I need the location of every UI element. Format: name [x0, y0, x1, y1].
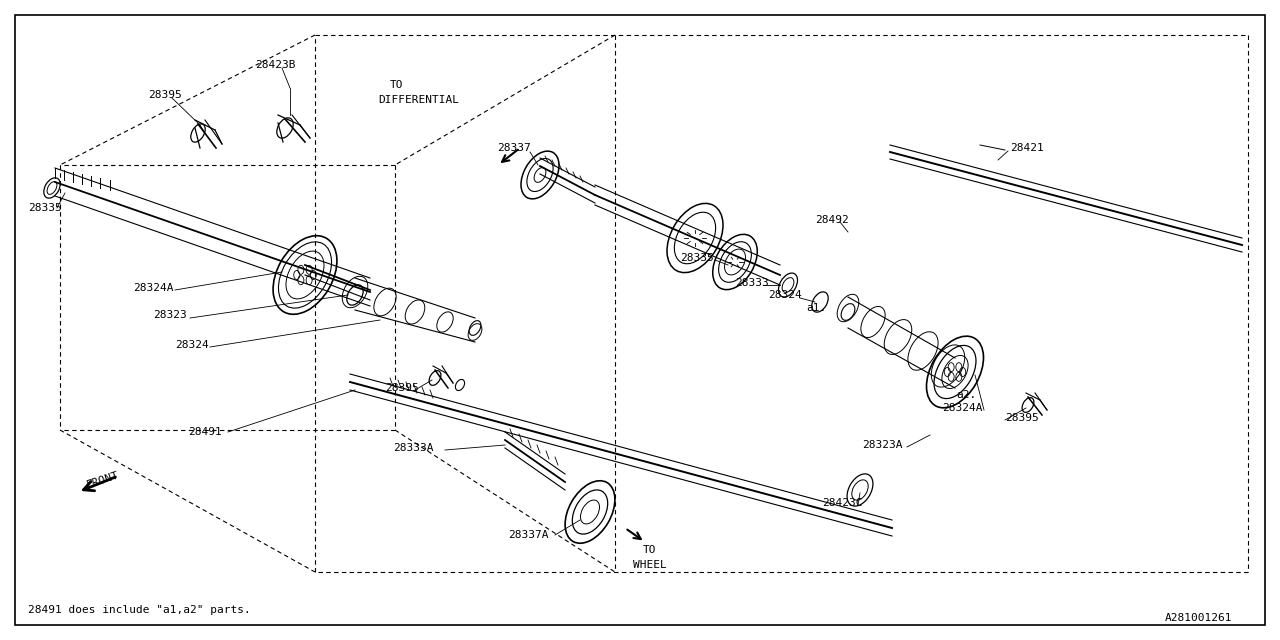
- Text: 28335: 28335: [28, 203, 61, 213]
- Text: A281001261: A281001261: [1165, 613, 1233, 623]
- Text: 28421: 28421: [1010, 143, 1043, 153]
- Text: 28492: 28492: [815, 215, 849, 225]
- Text: 28323A: 28323A: [861, 440, 902, 450]
- Text: 28324A: 28324A: [133, 283, 174, 293]
- Text: TO: TO: [390, 80, 403, 90]
- Text: 28333A: 28333A: [393, 443, 434, 453]
- Text: 28395: 28395: [148, 90, 182, 100]
- Text: TO: TO: [643, 545, 657, 555]
- Text: 28491: 28491: [188, 427, 221, 437]
- Text: 28324: 28324: [175, 340, 209, 350]
- Text: DIFFERENTIAL: DIFFERENTIAL: [378, 95, 460, 105]
- Text: 28324A: 28324A: [942, 403, 983, 413]
- Text: 28324: 28324: [768, 290, 801, 300]
- Text: FRONT: FRONT: [84, 470, 120, 490]
- Text: 28335: 28335: [680, 253, 714, 263]
- Text: WHEEL: WHEEL: [634, 560, 667, 570]
- Text: 28491 does include "a1,a2" parts.: 28491 does include "a1,a2" parts.: [28, 605, 251, 615]
- Text: 28337A: 28337A: [508, 530, 549, 540]
- Text: 28423B: 28423B: [255, 60, 296, 70]
- Text: 28337: 28337: [497, 143, 531, 153]
- Text: 28323: 28323: [154, 310, 187, 320]
- Text: a1.: a1.: [806, 303, 827, 313]
- Text: 28333: 28333: [735, 278, 769, 288]
- Text: a2.: a2.: [956, 390, 977, 400]
- Text: 28395: 28395: [1005, 413, 1039, 423]
- Text: 28423C: 28423C: [822, 498, 863, 508]
- Text: 28395: 28395: [385, 383, 419, 393]
